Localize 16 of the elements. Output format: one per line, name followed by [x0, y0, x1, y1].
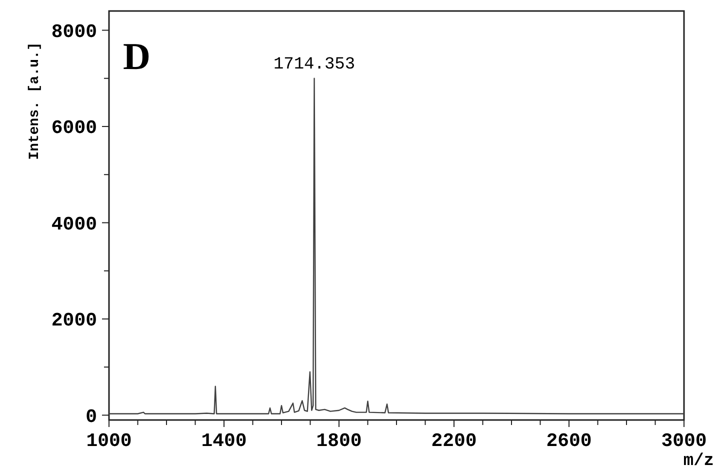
y-tick-label: 2000 — [51, 310, 97, 332]
x-tick-label: 2200 — [431, 430, 477, 452]
y-tick-label: 6000 — [51, 117, 97, 140]
x-tick-label: 2600 — [546, 430, 592, 452]
y-axis-title: Intens. [a.u.] — [27, 42, 43, 160]
x-tick-label: 3000 — [661, 430, 707, 452]
y-tick-label: 4000 — [51, 213, 97, 236]
x-axis-title: m/z — [683, 452, 714, 469]
x-tick-label: 1000 — [86, 430, 132, 452]
line-series — [108, 78, 685, 414]
annotation: 1714.353 — [273, 55, 356, 74]
x-tick-label: 1800 — [316, 430, 362, 452]
y-tick-label: 0 — [86, 406, 97, 428]
x-tick-label: 1400 — [201, 430, 247, 452]
annotation: D — [123, 36, 150, 78]
y-tick-label: 8000 — [51, 20, 97, 43]
